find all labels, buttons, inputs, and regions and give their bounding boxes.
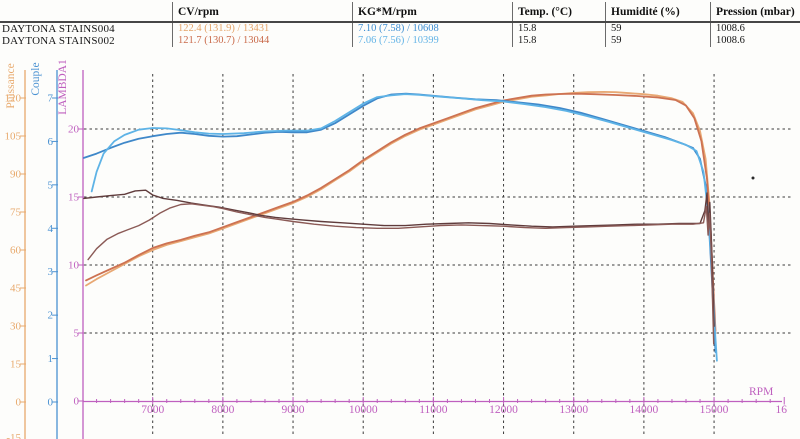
y-tick-label: 0 [48, 397, 54, 409]
y-tick-label: 5 [74, 328, 80, 340]
run-name: DAYTONA STAINS002 [2, 35, 115, 47]
x-tick-label: 13000 [559, 404, 588, 416]
run-humidity: 59 [611, 23, 622, 34]
y-tick-label: 120 [5, 93, 22, 105]
y-tick-label: 3 [48, 266, 54, 278]
y-tick-label: 45 [10, 283, 22, 295]
y-tick-label-clipped: -15 [6, 432, 21, 439]
y-tick-label: 0 [16, 397, 22, 409]
y-axis-title-puissance: Puissance [5, 63, 17, 109]
run-temp: 15.8 [518, 35, 537, 46]
y-axis-title-lambda: LAMBDA1 [57, 59, 69, 115]
col-header-cv-rpm: CV/rpm [178, 6, 219, 18]
y-tick-label: 90 [10, 169, 22, 181]
y-tick-label: 0 [74, 396, 80, 408]
y-axis-lambda: 20 15 10 5 0 [68, 70, 84, 439]
y-tick-label: 2 [48, 310, 54, 322]
y-axis-puissance: 120 105 90 75 60 45 30 15 0 -15 [5, 70, 26, 439]
y-tick-label: 7 [48, 92, 54, 104]
x-tick-label: 10000 [349, 404, 378, 416]
y-tick-label: 15 [10, 359, 22, 371]
curve-lambda-run1 [83, 189, 715, 327]
run-torque-peak: 7.10 (7.58) / 10608 [358, 23, 439, 34]
table-header-rule [0, 21, 800, 23]
y-tick-label: 4 [48, 223, 54, 235]
y-tick-label: 15 [68, 192, 80, 204]
scan-speck [751, 176, 755, 180]
col-header-pressure: Pression (mbar) [716, 6, 795, 18]
y-tick-label: 6 [48, 136, 54, 148]
y-tick-label: 105 [5, 131, 22, 143]
curve-torque-stains002 [90, 93, 718, 362]
col-header-kgm-rpm: KG*M/rpm [358, 6, 417, 18]
y-tick-label: 75 [10, 207, 22, 219]
table-divider [605, 2, 606, 47]
curve-power-stains002 [85, 92, 717, 333]
run-torque-peak: 7.06 (7.56) / 10399 [358, 35, 439, 46]
run-pressure: 1008.6 [716, 35, 745, 46]
run-humidity: 59 [611, 35, 622, 46]
x-axis-title-rpm: RPM [749, 386, 774, 398]
run-temp: 15.8 [518, 23, 537, 34]
gridlines [84, 74, 791, 436]
y-tick-label: 30 [10, 321, 22, 333]
x-tick-label: 8000 [211, 404, 234, 416]
col-header-temp: Temp. (°C) [518, 6, 573, 18]
table-divider [352, 2, 353, 47]
run-cv-peak: 121.7 (130.7) / 13044 [178, 35, 270, 46]
x-tick-label: 15000 [700, 404, 729, 416]
x-tick-label: 14000 [630, 404, 659, 416]
y-tick-label: 1 [48, 353, 54, 365]
curve-power-stains004 [85, 91, 716, 338]
x-tick-label: 11000 [419, 404, 448, 416]
curve-lambda-run2 [87, 203, 715, 345]
x-tick-label-clipped: 16 [775, 404, 787, 416]
y-axis-couple: 7 6 5 4 3 2 1 0 [48, 70, 58, 439]
series-curves [83, 91, 718, 362]
run-cv-peak: 122.4 (131.9) / 13431 [178, 23, 270, 34]
x-tick-label: 9000 [282, 404, 305, 416]
run-name: DAYTONA STAINS004 [2, 23, 115, 35]
col-header-humidity: Humidité (%) [611, 6, 680, 18]
y-tick-label: 5 [48, 179, 54, 191]
run-pressure: 1008.6 [716, 23, 745, 34]
x-tick-label: 12000 [489, 404, 518, 416]
y-tick-label: 10 [68, 260, 80, 272]
x-tick-label: 7000 [141, 404, 164, 416]
table-divider [710, 2, 711, 47]
y-tick-label: 20 [68, 124, 80, 136]
table-divider [172, 2, 173, 47]
y-axis-title-couple: Couple [30, 62, 42, 96]
table-divider [512, 2, 513, 47]
curve-torque-stains004 [83, 92, 717, 354]
x-axis: 7000 8000 9000 10000 11000 12000 13000 14000 150… [83, 397, 787, 416]
y-tick-label: 60 [10, 245, 22, 257]
